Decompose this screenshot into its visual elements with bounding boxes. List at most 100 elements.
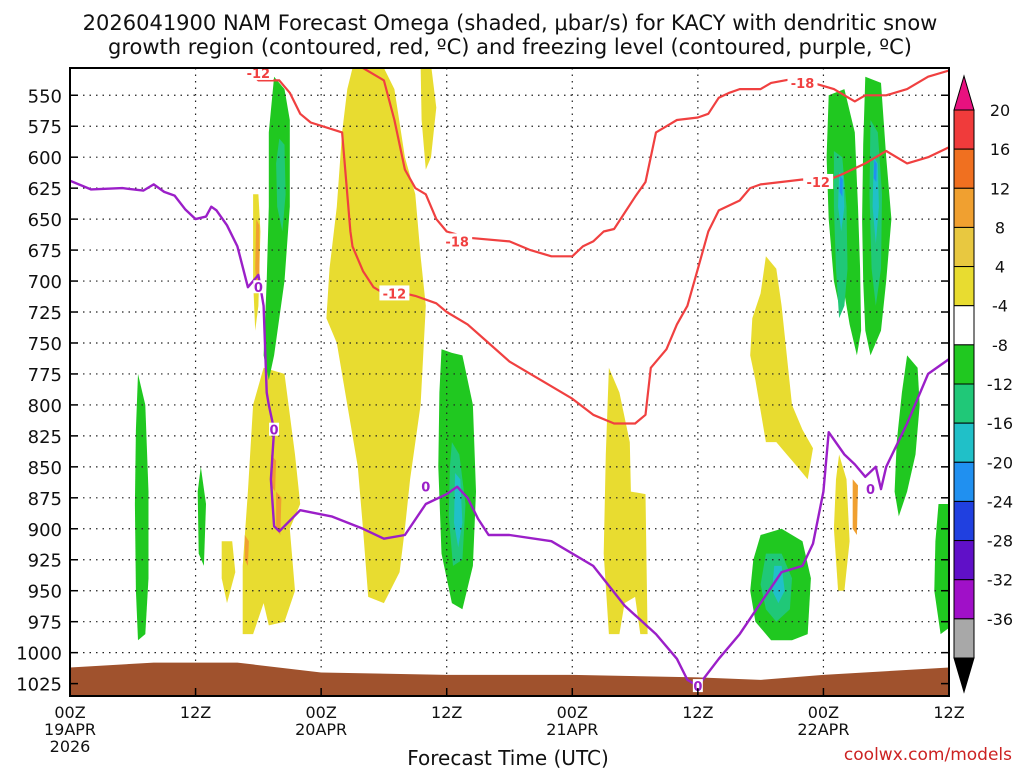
omega-region-7 xyxy=(833,454,850,591)
x-tick-label: 00Z xyxy=(54,703,85,722)
x-tick-label: 12Z xyxy=(682,703,713,722)
colorbar-label: 20 xyxy=(990,101,1010,120)
contour-label-backdrop xyxy=(803,173,834,189)
chart-title-line-2: growth region (contoured, red, ºC) and f… xyxy=(108,35,912,59)
omega-region-10 xyxy=(197,466,206,566)
colorbar-bin xyxy=(953,383,975,424)
x-tick-label: 22APR xyxy=(797,720,849,739)
omega-region-21 xyxy=(276,138,286,232)
colorbar-bin xyxy=(953,540,975,581)
omega-region-0 xyxy=(326,68,426,604)
freezing-label-backdrop xyxy=(420,479,431,493)
y-tick-label: 825 xyxy=(28,427,62,448)
colorbar-label: -12 xyxy=(987,375,1013,394)
freezing-level-label: 0 xyxy=(270,424,279,439)
omega-region-15 xyxy=(894,355,920,517)
omega-region-27 xyxy=(873,159,877,182)
y-tick-label: 650 xyxy=(28,210,62,231)
colorbar-label: -8 xyxy=(992,336,1008,355)
freezing-level-label: 0 xyxy=(693,680,702,695)
dgz-contour-label: -18 xyxy=(791,77,815,92)
colorbar-bottom-arrow xyxy=(953,657,975,694)
freezing-label-backdrop xyxy=(865,482,876,496)
y-tick-label: 900 xyxy=(28,520,62,541)
colorbar-label: 16 xyxy=(990,140,1010,159)
chart-title-line-1: 2026041900 NAM Forecast Omega (shaded, μ… xyxy=(83,11,938,35)
x-tick-label: 00Z xyxy=(305,703,336,722)
colorbar-bin xyxy=(953,226,975,268)
freezing-level-label: 0 xyxy=(866,483,875,498)
omega-shading-layer xyxy=(134,68,949,641)
y-tick-label: 750 xyxy=(28,334,62,355)
colorbar-bin xyxy=(953,305,975,346)
freezing-label-backdrop xyxy=(269,422,280,436)
x-tick-label: 00Z xyxy=(808,703,839,722)
freezing-label-backdrop xyxy=(253,280,264,294)
colorbar-label: -16 xyxy=(987,414,1013,433)
y-tick-label: 1025 xyxy=(16,675,62,696)
colorbar-label: -32 xyxy=(987,571,1013,590)
colorbar-label: -24 xyxy=(987,492,1013,511)
x-tick-label: 12Z xyxy=(431,703,462,722)
y-tick-label: 975 xyxy=(28,613,62,634)
omega-region-3 xyxy=(221,541,236,604)
x-tick-label: 21APR xyxy=(546,720,598,739)
colorbar-bin xyxy=(953,148,975,189)
colorbar-label: 12 xyxy=(990,179,1010,198)
dgz-contour-1 xyxy=(362,68,949,258)
dgz-contour-label: -12 xyxy=(806,176,830,191)
colorbar: 20 16 12 8 4 -4 -8 -12 -16 -20 -24 -28 -32 -36 xyxy=(953,74,1013,694)
contour-label-backdrop xyxy=(243,68,274,80)
omega-region-5 xyxy=(603,367,648,635)
x-tick-label: 2026 xyxy=(50,737,91,756)
y-tick-label: 1000 xyxy=(16,644,62,665)
omega-region-26 xyxy=(839,175,843,197)
colorbar-label: 4 xyxy=(995,258,1005,277)
x-tick-label: 00Z xyxy=(557,703,588,722)
colorbar-bin xyxy=(953,344,975,385)
x-axis-label: Forecast Time (UTC) xyxy=(407,746,609,768)
colorbar-bin xyxy=(953,579,975,620)
colorbar-label: -20 xyxy=(987,453,1013,472)
freezing-level-contour xyxy=(70,179,949,688)
colorbar-bin xyxy=(953,461,975,502)
omega-region-22 xyxy=(838,172,845,232)
x-tick-label: 20APR xyxy=(295,720,347,739)
colorbar-bin xyxy=(953,500,975,542)
freezing-level-label: 0 xyxy=(254,281,263,296)
colorbar-label: -28 xyxy=(987,532,1013,551)
freezing-label-backdrop xyxy=(692,679,703,693)
omega-region-30 xyxy=(276,491,282,535)
omega-region-1 xyxy=(420,68,437,170)
ground-layer xyxy=(70,662,949,696)
contour-label-backdrop xyxy=(442,233,473,249)
omega-region-31 xyxy=(244,535,249,566)
x-tick-label: 12Z xyxy=(933,703,964,722)
colorbar-label: 8 xyxy=(995,218,1005,237)
y-tick-label: 575 xyxy=(28,117,62,138)
plot-background xyxy=(70,68,949,696)
y-axis-ticks: 550 575 600 625 650 675 700 725 750 775 800 825 850 8… xyxy=(16,86,949,696)
y-tick-label: 550 xyxy=(28,86,62,107)
colorbar-bin xyxy=(953,618,975,659)
y-tick-label: 725 xyxy=(28,303,62,324)
omega-region-19 xyxy=(833,151,848,319)
dgz-contour-label: -12 xyxy=(383,287,407,302)
colorbar-label: -36 xyxy=(987,610,1013,629)
contour-label-backdrop xyxy=(379,285,410,301)
y-tick-label: 875 xyxy=(28,489,62,510)
colorbar-label: -4 xyxy=(992,297,1008,316)
colorbar-bin xyxy=(953,109,975,150)
y-tick-label: 625 xyxy=(28,179,62,200)
omega-region-9 xyxy=(134,373,149,641)
x-tick-label: 19APR xyxy=(44,720,96,739)
grid-lines xyxy=(70,68,949,696)
ground-surface xyxy=(70,662,949,696)
dgz-contour-0 xyxy=(244,68,949,425)
y-tick-label: 700 xyxy=(28,272,62,293)
y-tick-label: 775 xyxy=(28,365,62,386)
colorbar-top-arrow xyxy=(953,74,975,111)
omega-region-25 xyxy=(772,565,785,604)
